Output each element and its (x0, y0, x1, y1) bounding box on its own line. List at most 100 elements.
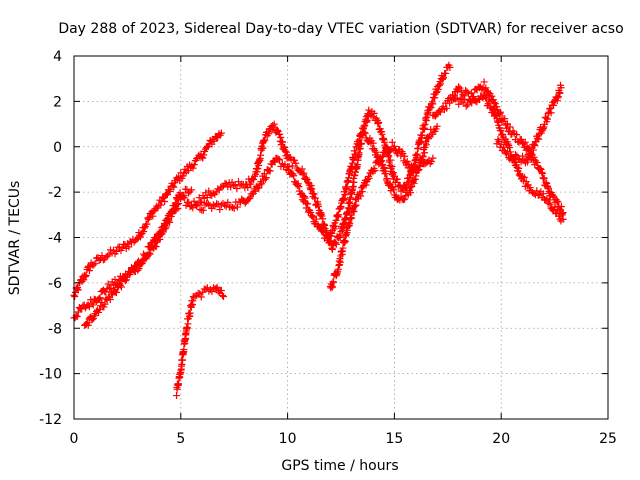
data-point (153, 236, 161, 244)
data-point (127, 269, 135, 277)
data-point (261, 136, 269, 144)
data-point (95, 308, 103, 316)
data-point (217, 129, 225, 137)
data-point (359, 182, 367, 190)
data-point (407, 189, 415, 197)
data-point (467, 89, 475, 97)
data-point (101, 300, 109, 308)
data-point (276, 130, 284, 138)
data-point (453, 94, 461, 102)
data-point (269, 121, 277, 129)
data-point (401, 195, 409, 203)
data-point (380, 164, 388, 172)
data-point (388, 183, 396, 191)
data-point (176, 189, 184, 197)
y-axis-title: SDTVAR / TECUs (7, 181, 23, 296)
data-point (543, 115, 551, 123)
data-point (149, 212, 157, 220)
data-point (172, 206, 180, 214)
data-point (166, 188, 174, 196)
y-tick-label: -12 (39, 412, 62, 428)
x-axis-title: GPS time / hours (281, 458, 398, 474)
data-point (90, 261, 98, 269)
data-point (204, 200, 212, 208)
data-point (377, 158, 385, 166)
data-point (439, 103, 447, 111)
data-points (70, 61, 567, 400)
data-point (80, 276, 88, 284)
data-point (379, 152, 387, 160)
data-point (511, 151, 519, 159)
x-tick-label: 20 (492, 431, 510, 447)
data-point (78, 305, 86, 313)
data-point (295, 183, 303, 191)
data-point (437, 108, 445, 116)
data-point (520, 173, 528, 181)
data-point (227, 203, 235, 211)
data-point (104, 280, 112, 288)
data-point (206, 201, 214, 209)
data-point (122, 277, 130, 285)
data-point (197, 293, 205, 301)
data-point (230, 182, 238, 190)
data-point (513, 131, 521, 139)
data-point (557, 203, 565, 211)
data-point (557, 84, 565, 92)
data-point (335, 232, 343, 240)
data-point (311, 194, 319, 202)
data-point (452, 95, 460, 103)
data-point (332, 240, 340, 248)
data-point (102, 288, 110, 296)
data-point (332, 239, 340, 247)
data-point (529, 146, 537, 154)
data-point (440, 74, 448, 82)
data-point (187, 186, 195, 194)
data-point (360, 128, 368, 136)
data-point (526, 184, 534, 192)
data-point (546, 200, 554, 208)
data-point (196, 205, 204, 213)
data-point (165, 217, 173, 225)
data-point (125, 243, 133, 251)
data-point (155, 232, 163, 240)
data-point (218, 291, 226, 299)
data-point (123, 276, 131, 284)
data-point (547, 109, 555, 117)
data-point (422, 141, 430, 149)
data-point (227, 183, 235, 191)
data-point (372, 148, 380, 156)
data-point (285, 163, 293, 171)
data-point (357, 192, 365, 200)
data-point (224, 198, 232, 206)
data-point (539, 190, 547, 198)
data-point (162, 190, 170, 198)
data-point (480, 78, 488, 86)
data-point (442, 69, 450, 77)
data-point (554, 93, 562, 101)
data-point (138, 257, 146, 265)
data-point (386, 156, 394, 164)
data-point (382, 170, 390, 178)
data-point (260, 170, 268, 178)
data-point (143, 251, 151, 259)
data-point (388, 162, 396, 170)
data-point (216, 206, 224, 214)
data-point (189, 164, 197, 172)
data-point (106, 284, 114, 292)
data-point (488, 92, 496, 100)
data-point (173, 200, 181, 208)
data-point (358, 124, 366, 132)
y-tick-label: 2 (53, 94, 62, 110)
data-point (259, 144, 267, 152)
data-point (290, 172, 298, 180)
data-point (535, 135, 543, 143)
y-tick-label: -6 (48, 276, 62, 292)
data-point (78, 277, 86, 285)
data-point (200, 151, 208, 159)
data-point (521, 138, 529, 146)
data-point (369, 113, 377, 121)
data-point (542, 114, 550, 122)
data-point (403, 180, 411, 188)
data-point (433, 122, 441, 130)
